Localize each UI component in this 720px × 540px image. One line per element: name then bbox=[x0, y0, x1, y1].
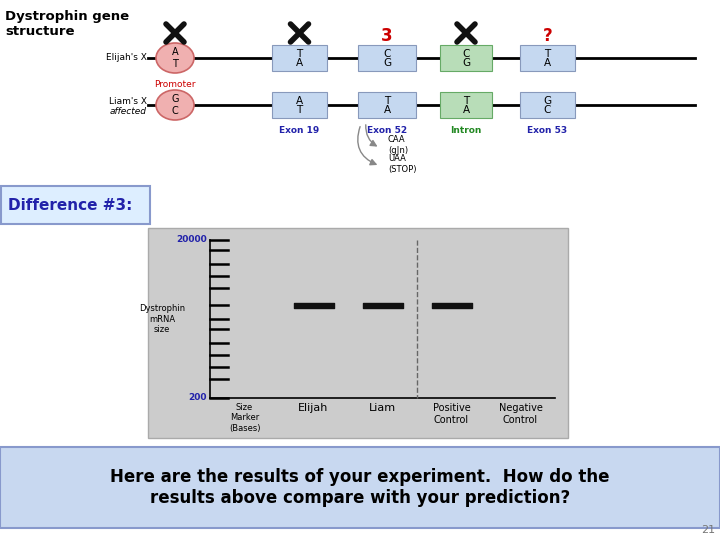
Text: Exon 19: Exon 19 bbox=[279, 126, 320, 135]
Text: 3: 3 bbox=[381, 27, 393, 45]
Ellipse shape bbox=[156, 43, 194, 73]
FancyBboxPatch shape bbox=[440, 45, 492, 71]
Text: UAA
(STOP): UAA (STOP) bbox=[388, 154, 416, 174]
Text: Difference #3:: Difference #3: bbox=[8, 198, 132, 213]
FancyBboxPatch shape bbox=[440, 92, 492, 118]
Text: C: C bbox=[383, 49, 391, 58]
Text: A: A bbox=[544, 58, 551, 68]
Text: C: C bbox=[462, 49, 469, 58]
FancyBboxPatch shape bbox=[520, 92, 575, 118]
Text: Liam: Liam bbox=[369, 403, 396, 413]
Ellipse shape bbox=[156, 90, 194, 120]
Text: T: T bbox=[463, 96, 469, 106]
Text: Exon 53: Exon 53 bbox=[528, 126, 567, 135]
Text: Exon 52: Exon 52 bbox=[367, 126, 407, 135]
Text: T: T bbox=[297, 105, 302, 115]
FancyBboxPatch shape bbox=[0, 447, 720, 528]
Text: T: T bbox=[544, 49, 551, 58]
Text: Elijah: Elijah bbox=[298, 403, 329, 413]
FancyBboxPatch shape bbox=[1, 186, 150, 224]
FancyBboxPatch shape bbox=[272, 45, 327, 71]
Text: C: C bbox=[544, 105, 552, 115]
Text: T: T bbox=[384, 96, 390, 106]
Text: T: T bbox=[172, 59, 178, 69]
FancyBboxPatch shape bbox=[358, 92, 416, 118]
Text: A: A bbox=[296, 58, 303, 68]
Text: 20000: 20000 bbox=[176, 235, 207, 245]
Text: Dystrophin gene
structure: Dystrophin gene structure bbox=[5, 10, 129, 38]
Text: A: A bbox=[296, 96, 303, 106]
Text: C: C bbox=[171, 106, 179, 116]
Text: 21: 21 bbox=[701, 525, 715, 535]
Text: ?: ? bbox=[543, 27, 552, 45]
Text: A: A bbox=[171, 47, 179, 57]
Text: affected: affected bbox=[110, 107, 147, 117]
Text: Positive
Control: Positive Control bbox=[433, 403, 470, 424]
Text: G: G bbox=[171, 94, 179, 104]
Text: Liam's X: Liam's X bbox=[109, 98, 147, 106]
Text: Negative
Control: Negative Control bbox=[498, 403, 542, 424]
FancyBboxPatch shape bbox=[520, 45, 575, 71]
Text: G: G bbox=[383, 58, 391, 68]
Text: Intron: Intron bbox=[450, 126, 482, 135]
Text: G: G bbox=[544, 96, 552, 106]
Text: T: T bbox=[297, 49, 302, 58]
Text: 200: 200 bbox=[189, 394, 207, 402]
FancyBboxPatch shape bbox=[148, 228, 568, 438]
Text: Promoter: Promoter bbox=[154, 80, 196, 89]
Text: CAA
(g|n): CAA (g|n) bbox=[388, 136, 408, 154]
Text: Here are the results of your experiment.  How do the
results above compare with : Here are the results of your experiment.… bbox=[110, 468, 610, 507]
FancyBboxPatch shape bbox=[358, 45, 416, 71]
FancyBboxPatch shape bbox=[272, 92, 327, 118]
Text: G: G bbox=[462, 58, 470, 68]
Text: A: A bbox=[384, 105, 390, 115]
Text: Dystrophin
mRNA
size: Dystrophin mRNA size bbox=[139, 304, 185, 334]
Text: Elijah's X: Elijah's X bbox=[106, 53, 147, 63]
Text: A: A bbox=[462, 105, 469, 115]
Text: Size
Marker
(Bases): Size Marker (Bases) bbox=[229, 403, 260, 433]
